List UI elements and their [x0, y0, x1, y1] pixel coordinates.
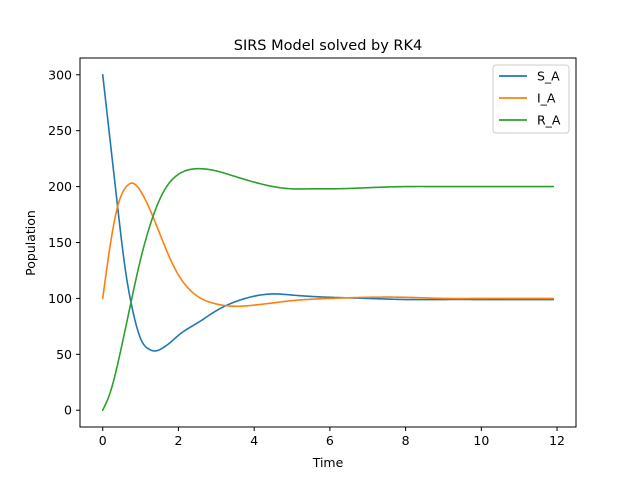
x-tick-label: 8 [402, 433, 410, 448]
y-tick-label: 50 [56, 347, 72, 362]
x-axis-label: Time [312, 455, 344, 470]
x-tick-label: 0 [99, 433, 107, 448]
x-tick-label: 10 [473, 433, 489, 448]
y-tick-label: 200 [48, 179, 72, 194]
legend-box [492, 64, 570, 134]
y-axis-label: Population [23, 210, 38, 276]
y-tick-label: 250 [48, 123, 72, 138]
series-line-S_A [101, 73, 555, 352]
series-line-I_A [101, 182, 555, 308]
legend-label-I_A: I_A [537, 91, 556, 106]
y-tick-label: 300 [48, 67, 72, 82]
y-tick-label: 100 [48, 291, 72, 306]
legend: S_A I_A R_A [492, 64, 570, 134]
x-tick-label: 6 [326, 433, 334, 448]
x-tick-label: 4 [250, 433, 258, 448]
plot-lines [101, 73, 555, 412]
x-tick-label: 2 [174, 433, 182, 448]
x-tick-label: 12 [549, 433, 565, 448]
x-axis-ticks: 0 2 4 6 8 10 12 [99, 427, 565, 448]
legend-label-R_A: R_A [537, 113, 561, 128]
y-tick-label: 0 [64, 403, 72, 418]
y-axis-ticks: 0 50 100 150 200 250 300 [48, 67, 80, 418]
legend-label-S_A: S_A [537, 69, 560, 84]
y-tick-label: 150 [48, 235, 72, 250]
chart-title: SIRS Model solved by RK4 [234, 38, 423, 54]
series-line-R_A [101, 167, 555, 412]
